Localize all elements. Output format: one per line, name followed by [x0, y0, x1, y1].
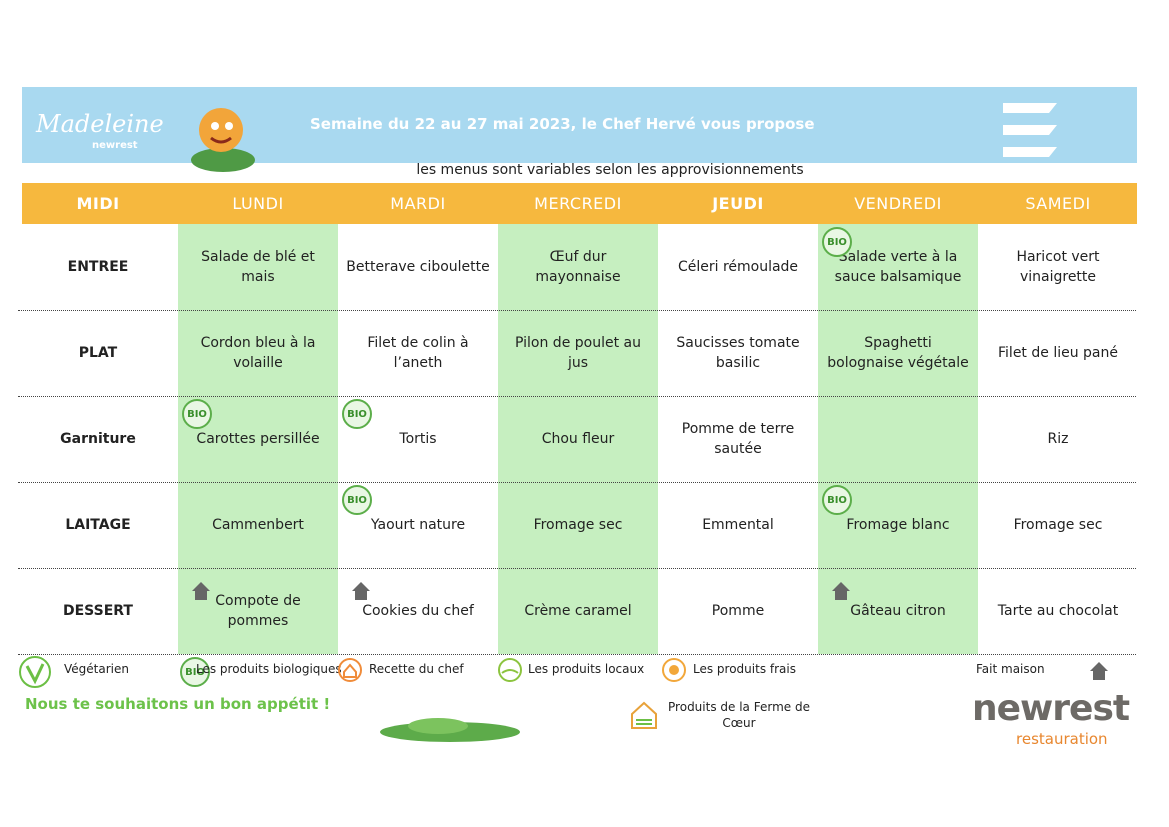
bio-badge: BIO	[822, 485, 852, 515]
menu-item: Crème caramel	[524, 603, 632, 619]
row-separator	[18, 310, 1136, 311]
column-header: MIDI	[76, 194, 120, 213]
bio-badge: BIO	[342, 399, 372, 429]
wave-logo	[1003, 103, 1057, 157]
bio-badge: BIO	[822, 227, 852, 257]
row-label: PLAT	[78, 345, 118, 361]
menu-item: Salade verte à la sauce balsamique	[834, 249, 962, 285]
menu-item: Pomme de terre sautée	[681, 421, 795, 457]
menu-item: Betterave ciboulette	[346, 259, 490, 275]
menu-item: Fromage sec	[1013, 517, 1103, 533]
bio-badge: BIO	[182, 399, 212, 429]
fresh-icon	[662, 658, 686, 682]
row-label: Garniture	[60, 431, 136, 447]
logo-sub: newrest	[92, 140, 138, 151]
column-highlight	[178, 224, 338, 654]
menu-item: Cammenbert	[212, 517, 304, 533]
brand-sub: restauration	[1016, 730, 1108, 748]
column-header: JEUDI	[712, 194, 764, 213]
menu-item: Cordon bleu à la volaille	[200, 335, 316, 371]
menu-item: Chou fleur	[541, 431, 615, 447]
home-icon	[1090, 662, 1108, 680]
legend-local: Les produits locaux	[528, 662, 645, 676]
row-label: ENTREE	[67, 259, 129, 275]
menu-item: Gâteau citron	[850, 603, 946, 619]
home-icon	[350, 580, 372, 602]
table-header	[22, 183, 1137, 224]
column-header: VENDREDI	[854, 194, 942, 213]
herbs	[380, 718, 520, 742]
menu-item: Pomme	[711, 603, 765, 619]
row-label: LAITAGE	[65, 517, 131, 533]
bio-badge: BIO	[342, 485, 372, 515]
subtitle: les menus sont variables selon les appro…	[416, 162, 804, 178]
logo: Madeleine	[36, 110, 164, 138]
menu-item: Saucisses tomate basilic	[676, 335, 800, 371]
menu-item: Céleri rémoulade	[677, 259, 799, 275]
legend-fresh: Les produits frais	[693, 662, 796, 676]
menu-item: Spaghetti bolognaise végétale	[827, 335, 969, 371]
menu-item: Carottes persillée	[196, 431, 320, 447]
menu-item: Cookies du chef	[362, 603, 474, 619]
brand: newrest	[972, 688, 1130, 729]
bio-icon: BIO	[180, 657, 210, 687]
farm-icon	[631, 701, 657, 729]
home-icon	[190, 580, 212, 602]
menu-item: Tortis	[399, 431, 437, 447]
row-separator	[18, 482, 1136, 483]
legend-organic: Les produits biologiques	[196, 662, 342, 676]
column-header: LUNDI	[232, 194, 284, 213]
menu-item: Filet de colin à l’aneth	[367, 335, 469, 371]
row-separator	[18, 568, 1136, 569]
row-separator	[18, 396, 1136, 397]
menu-item: Fromage sec	[533, 517, 623, 533]
menu-item: Œuf dur mayonnaise	[535, 249, 621, 285]
column-highlight	[818, 224, 978, 654]
column-header: MARDI	[390, 194, 446, 213]
wish: Nous te souhaitons un bon appétit !	[25, 695, 331, 713]
legend-vegetarian: Végétarien	[64, 662, 129, 676]
menu-item: Pilon de poulet au jus	[515, 335, 641, 371]
menu-item: Riz	[1047, 431, 1069, 447]
title: Semaine du 22 au 27 mai 2023, le Chef He…	[310, 115, 815, 133]
home-icon	[830, 580, 852, 602]
legend-chef: Recette du chef	[369, 662, 464, 676]
mascot	[191, 108, 255, 172]
menu-item: Filet de lieu pané	[998, 345, 1118, 361]
local-icon	[498, 658, 522, 682]
column-header: SAMEDI	[1025, 194, 1091, 213]
menu-item: Tarte au chocolat	[997, 603, 1119, 619]
menu-item: Compote de pommes	[215, 593, 301, 629]
column-highlight	[498, 224, 658, 654]
menu-item: Emmental	[702, 517, 774, 533]
menu-item: Yaourt nature	[370, 517, 466, 533]
column-header: MERCREDI	[534, 194, 622, 213]
menu-item: Fromage blanc	[846, 517, 950, 533]
vegetarian-icon	[19, 656, 51, 688]
chef-icon	[338, 658, 362, 682]
row-separator	[18, 654, 1136, 655]
menu-item: Salade de blé et mais	[201, 249, 315, 285]
legend-homemade: Fait maison	[976, 662, 1045, 676]
row-label: DESSERT	[63, 603, 133, 619]
menu-item: Haricot vert vinaigrette	[1016, 249, 1100, 285]
legend-farm: Produits de la Ferme de Cœur	[668, 700, 810, 730]
